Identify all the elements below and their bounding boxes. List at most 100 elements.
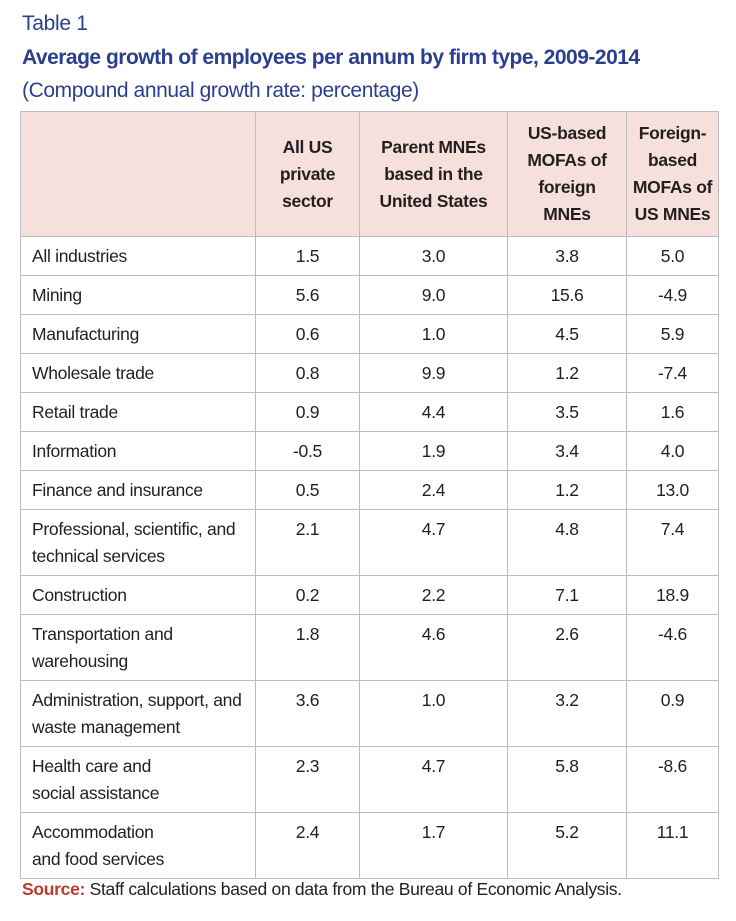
table-row: Construction 0.2 2.2 7.1 18.9	[20, 575, 719, 615]
value-cell: 3.8	[507, 236, 627, 276]
table-body: All industries 1.5 3.0 3.8 5.0 Mining 5.6 9.0 15…	[20, 236, 719, 879]
value-cell: 1.8	[255, 614, 360, 681]
column-header-1: All US private sector	[255, 111, 360, 237]
value-cell: 1.5	[255, 236, 360, 276]
value-cell: 4.7	[359, 746, 508, 813]
value-cell: 18.9	[626, 575, 719, 615]
value-text: 1.2	[555, 480, 579, 500]
industry-label-line: Information	[32, 441, 117, 461]
value-cell: 1.9	[359, 431, 508, 471]
industry-label-line: and food services	[32, 849, 165, 869]
value-text: 5.8	[555, 756, 579, 776]
industry-label-line: Health care and	[32, 756, 152, 776]
value-text: 7.4	[660, 519, 685, 539]
value-text: 7.1	[555, 585, 579, 605]
header-row: All US private sector Parent MNEs based in t…	[20, 111, 719, 237]
industry-label: Administration, support, and waste manage…	[20, 680, 256, 747]
value-cell: -0.5	[255, 431, 360, 471]
value-text: 2.4	[295, 822, 320, 842]
value-text: 0.8	[295, 363, 320, 383]
industry-label-line: Accommodation	[32, 822, 154, 842]
table-row: Mining 5.6 9.0 15.6 -4.9	[20, 275, 719, 315]
value-text: 1.7	[421, 822, 446, 842]
value-cell: 2.6	[507, 614, 627, 681]
value-text: 1.5	[295, 246, 320, 266]
table-row: Finance and insurance 0.5 2.4 1.2 13.0	[20, 470, 719, 510]
industry-label-line: technical services	[32, 546, 165, 566]
value-cell: 4.7	[359, 509, 508, 576]
source-label: Source:	[22, 879, 86, 899]
value-cell: -4.6	[626, 614, 719, 681]
value-text: 4.6	[421, 624, 446, 644]
industry-label: Mining	[20, 275, 256, 315]
value-cell: -8.6	[626, 746, 719, 813]
column-header-line: based	[647, 150, 698, 170]
value-cell: 5.0	[626, 236, 719, 276]
column-header-industry	[20, 111, 256, 237]
value-cell: 0.5	[255, 470, 360, 510]
value-text: 18.9	[656, 585, 689, 605]
value-text: 9.9	[421, 363, 446, 383]
value-cell: 2.3	[255, 746, 360, 813]
industry-label: Professional, scientific, and technical s…	[20, 509, 256, 576]
value-text: 4.8	[555, 519, 579, 539]
column-header-line: Parent MNEs	[381, 136, 486, 157]
industry-label-line: All industries	[32, 246, 128, 266]
value-text: 5.9	[660, 324, 685, 344]
table-row: Transportation and warehousing 1.8 4.6 2.6 -4…	[20, 614, 719, 681]
value-text: 3.8	[555, 246, 579, 266]
industry-label-line: Wholesale trade	[32, 363, 154, 383]
value-text: 5.0	[660, 246, 685, 266]
table-row: Accommodation and food services 2.4 1.7 5.2 1…	[20, 812, 719, 879]
value-cell: 9.9	[359, 353, 508, 393]
industry-label-line: waste management	[32, 717, 180, 737]
industry-label: Construction	[20, 575, 256, 615]
column-header-line: US-based	[527, 123, 607, 143]
table-row: Information -0.5 1.9 3.4 4.0	[20, 431, 719, 471]
value-cell: 7.1	[507, 575, 627, 615]
value-text: 3.0	[421, 246, 446, 266]
value-text: 2.1	[295, 519, 320, 539]
value-cell: 2.4	[359, 470, 508, 510]
table-row: Wholesale trade 0.8 9.9 1.2 -7.4	[20, 353, 719, 393]
column-header-2: Parent MNEs based in the United States	[359, 111, 508, 237]
value-cell: 3.0	[359, 236, 508, 276]
table-row: All industries 1.5 3.0 3.8 5.0	[20, 236, 719, 276]
value-cell: 1.0	[359, 680, 508, 747]
value-cell: 9.0	[359, 275, 508, 315]
value-text: 3.4	[555, 441, 579, 461]
table-title: Average growth of employees per annum by…	[22, 46, 640, 69]
value-text: 4.5	[555, 324, 579, 344]
value-cell: 4.6	[359, 614, 508, 681]
value-cell: 1.6	[626, 392, 719, 432]
value-text: 4.7	[421, 519, 446, 539]
value-text: 5.2	[555, 822, 579, 842]
value-text: 2.3	[295, 756, 320, 776]
column-header-line: foreign	[538, 177, 596, 197]
value-text: 1.8	[295, 624, 320, 644]
industry-label-line: Administration, support, and	[32, 690, 242, 710]
column-header-line: All US	[282, 136, 333, 157]
value-cell: 3.4	[507, 431, 627, 471]
value-cell: 11.1	[626, 812, 719, 879]
value-cell: -7.4	[626, 353, 719, 393]
table-row: Retail trade 0.9 4.4 3.5 1.6	[20, 392, 719, 432]
table-subtitle: (Compound annual growth rate: percentage…	[22, 79, 419, 102]
column-header-line: US MNEs	[634, 204, 711, 224]
column-header-3: US-based MOFAs of foreign MNEs	[507, 111, 627, 237]
column-header-4: Foreign-based MOFAs of US MNEs	[626, 111, 719, 237]
industry-label-line: Transportation and	[32, 624, 173, 644]
source-note: Source: Staff calculations based on data…	[22, 879, 622, 900]
value-cell: 0.6	[255, 314, 360, 354]
value-text: 3.2	[555, 690, 579, 710]
value-cell: 13.0	[626, 470, 719, 510]
value-cell: 0.8	[255, 353, 360, 393]
table-row: Administration, support, and waste manage…	[20, 680, 719, 747]
value-cell: -4.9	[626, 275, 719, 315]
value-text: 4.0	[660, 441, 685, 461]
value-text: -4.6	[658, 624, 687, 644]
value-text: -0.5	[293, 441, 322, 461]
value-text: 3.5	[555, 402, 579, 422]
value-cell: 3.6	[255, 680, 360, 747]
value-text: -8.6	[658, 756, 687, 776]
